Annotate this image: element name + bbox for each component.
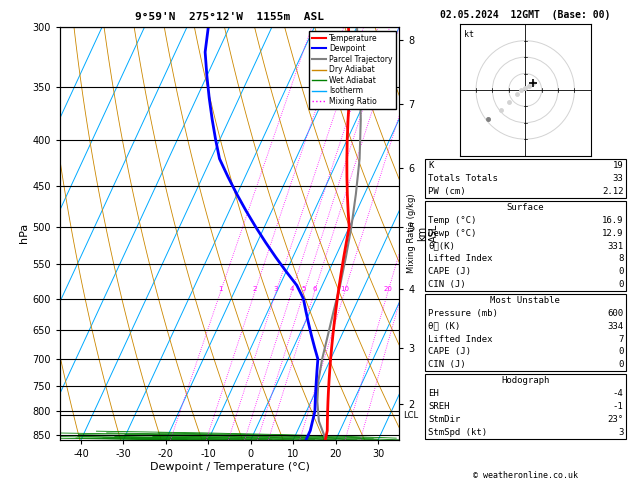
Text: StmDir: StmDir [428,415,460,424]
Text: © weatheronline.co.uk: © weatheronline.co.uk [473,471,577,480]
Y-axis label: km
ASL: km ASL [418,224,439,243]
Text: Temp (°C): Temp (°C) [428,216,477,225]
Text: 12.9: 12.9 [602,228,623,238]
Text: CAPE (J): CAPE (J) [428,347,471,357]
Text: Dewp (°C): Dewp (°C) [428,228,477,238]
Text: 8: 8 [618,254,623,263]
Text: -1: -1 [613,402,623,411]
Text: 4: 4 [289,286,294,292]
Text: K: K [428,161,434,171]
Text: 2.12: 2.12 [602,187,623,196]
Y-axis label: hPa: hPa [19,223,30,243]
Text: LCL: LCL [403,411,418,420]
X-axis label: Dewpoint / Temperature (°C): Dewpoint / Temperature (°C) [150,462,309,471]
Text: Most Unstable: Most Unstable [490,296,560,305]
Text: CIN (J): CIN (J) [428,280,466,289]
Text: 0: 0 [618,360,623,369]
Text: CAPE (J): CAPE (J) [428,267,471,277]
Text: θᴇ (K): θᴇ (K) [428,322,460,331]
Text: 3: 3 [618,428,623,437]
Text: 10: 10 [340,286,349,292]
Text: 3: 3 [274,286,278,292]
Text: Hodograph: Hodograph [501,376,549,385]
Text: CIN (J): CIN (J) [428,360,466,369]
Text: -4: -4 [613,389,623,398]
Text: 334: 334 [607,322,623,331]
Text: Lifted Index: Lifted Index [428,334,493,344]
Text: Surface: Surface [506,203,544,212]
Text: 02.05.2024  12GMT  (Base: 00): 02.05.2024 12GMT (Base: 00) [440,10,610,20]
Text: 19: 19 [613,161,623,171]
Text: kt: kt [464,30,474,38]
Text: 9°59'N  275°12'W  1155m  ASL: 9°59'N 275°12'W 1155m ASL [135,12,324,22]
Text: SREH: SREH [428,402,450,411]
Text: Lifted Index: Lifted Index [428,254,493,263]
Text: 2: 2 [253,286,257,292]
Text: 0: 0 [618,347,623,357]
Text: 6: 6 [312,286,317,292]
Text: θᴇ(K): θᴇ(K) [428,242,455,251]
Text: Totals Totals: Totals Totals [428,174,498,183]
Text: 1: 1 [218,286,223,292]
Text: 0: 0 [618,267,623,277]
Text: 0: 0 [618,280,623,289]
Text: 33: 33 [613,174,623,183]
Text: 7: 7 [618,334,623,344]
Text: 20: 20 [384,286,392,292]
Text: Mixing Ratio (g/kg): Mixing Ratio (g/kg) [407,193,416,273]
Text: Pressure (mb): Pressure (mb) [428,309,498,318]
Text: 331: 331 [607,242,623,251]
Text: EH: EH [428,389,439,398]
Legend: Temperature, Dewpoint, Parcel Trajectory, Dry Adiabat, Wet Adiabat, Isotherm, Mi: Temperature, Dewpoint, Parcel Trajectory… [309,31,396,109]
Text: 600: 600 [607,309,623,318]
Text: 5: 5 [302,286,306,292]
Text: 23°: 23° [607,415,623,424]
Text: 16.9: 16.9 [602,216,623,225]
Text: PW (cm): PW (cm) [428,187,466,196]
Text: StmSpd (kt): StmSpd (kt) [428,428,487,437]
